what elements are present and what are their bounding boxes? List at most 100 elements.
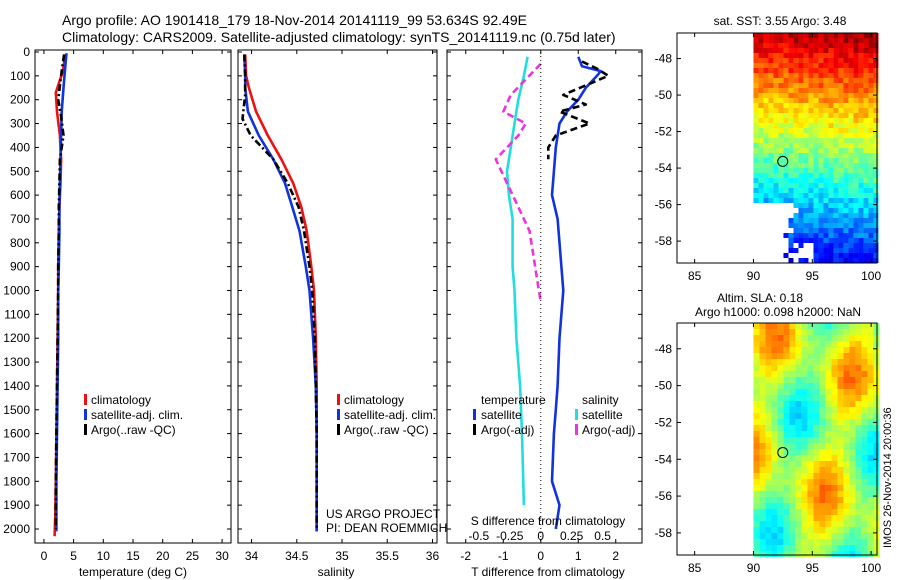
figure-title-line2: Climatology: CARS2009. Satellite-adjuste…: [62, 29, 616, 45]
sst-cell: [843, 203, 849, 208]
sst-cell: [793, 203, 799, 208]
x-tick-label: 1: [575, 549, 582, 563]
sla-cell: [819, 497, 826, 503]
sla-cell: [795, 461, 802, 467]
legend-label-climatology: climatology: [91, 393, 151, 407]
sst-cell: [828, 253, 834, 258]
sla-cell: [813, 443, 820, 449]
sst-cell: [863, 58, 869, 63]
sst-cell: [858, 123, 864, 128]
sst-cell: [818, 58, 824, 63]
sla-cell: [867, 401, 874, 407]
sst-cell: [793, 58, 799, 63]
sla-cell: [843, 455, 850, 461]
sla-cell: [861, 491, 868, 497]
lon-tick-label: 85: [688, 269, 702, 283]
sla-cell: [855, 359, 862, 365]
sla-cell: [843, 401, 850, 407]
sst-cell: [853, 168, 859, 173]
sla-cell: [765, 329, 772, 335]
sst-cell: [788, 58, 794, 63]
lon-tick-label: 90: [747, 561, 761, 575]
sla-cell: [861, 449, 868, 455]
sla-cell: [867, 425, 874, 431]
sst-cell: [798, 163, 804, 168]
sla-cell: [795, 497, 802, 503]
legend-swatch-climatology: [84, 394, 87, 405]
sst-cell: [818, 33, 824, 38]
sst-map-panel: sat. SST: 3.55 Argo: 3.48 -48-50-52-54-5…: [655, 14, 882, 283]
sst-cell: [863, 143, 869, 148]
sst-cell: [848, 243, 854, 248]
sst-cell: [828, 68, 834, 73]
sla-cell: [807, 545, 814, 551]
sla-cell: [753, 551, 760, 557]
sst-cell: [788, 158, 794, 163]
sla-cell: [759, 437, 766, 443]
sst-cell: [863, 178, 869, 183]
sst-cell: [833, 173, 839, 178]
sst-cell: [873, 143, 879, 148]
sst-cell: [793, 248, 799, 253]
sst-cell: [753, 163, 759, 168]
sla-cell: [783, 365, 790, 371]
sst-cell: [808, 163, 814, 168]
sst-cell: [813, 43, 819, 48]
sst-cell: [778, 103, 784, 108]
lon-tick-label: 100: [861, 561, 881, 575]
sst-cell: [753, 53, 759, 58]
sla-cell: [861, 503, 868, 509]
sla-cell: [861, 329, 868, 335]
sla-cell: [807, 497, 814, 503]
sst-cell: [808, 128, 814, 133]
sla-cell: [819, 323, 826, 329]
sst-cell: [833, 118, 839, 123]
sst-cell: [803, 228, 809, 233]
sla-cell: [771, 527, 778, 533]
sla-lon-tick-labels: 85 90 95 100: [688, 323, 881, 575]
sst-cell: [858, 153, 864, 158]
sla-cell: [849, 515, 856, 521]
sst-cell: [793, 48, 799, 53]
sla-cell: [831, 527, 838, 533]
sla-cell: [867, 491, 874, 497]
sla-cell: [849, 437, 856, 443]
sst-cell: [798, 33, 804, 38]
sla-cell: [849, 365, 856, 371]
sst-cell: [838, 73, 844, 78]
sla-cell: [771, 419, 778, 425]
sst-cell: [813, 153, 819, 158]
sla-cell: [759, 455, 766, 461]
sla-cell: [759, 551, 766, 557]
sla-cell: [759, 335, 766, 341]
sla-cell: [807, 395, 814, 401]
sst-cell: [768, 48, 774, 53]
depth-tick-label: 900: [10, 260, 30, 274]
sla-cell: [867, 521, 874, 527]
sla-cell: [795, 401, 802, 407]
sla-cell: [801, 341, 808, 347]
sla-cell: [825, 509, 832, 515]
sla-cell: [855, 413, 862, 419]
sst-cell: [853, 233, 859, 238]
sst-cell: [793, 143, 799, 148]
sst-cell: [788, 113, 794, 118]
temperature-tick-labels: 0 5 10 15 20 25 30: [41, 50, 229, 563]
sla-cell: [867, 443, 874, 449]
sla-cell: [783, 497, 790, 503]
sst-cell: [793, 178, 799, 183]
sst-cell: [788, 248, 794, 253]
sst-cell: [763, 118, 769, 123]
sla-cell: [783, 329, 790, 335]
sst-cell: [848, 248, 854, 253]
sst-cell: [838, 228, 844, 233]
sla-cell: [867, 365, 874, 371]
sla-cell: [765, 431, 772, 437]
sst-cell: [843, 73, 849, 78]
sla-cell: [801, 335, 808, 341]
sst-cell: [833, 233, 839, 238]
series-line-s-satellite: [505, 56, 529, 506]
sla-cell: [837, 503, 844, 509]
sst-cell: [848, 253, 854, 258]
salinity-xlabel: salinity: [318, 565, 355, 579]
